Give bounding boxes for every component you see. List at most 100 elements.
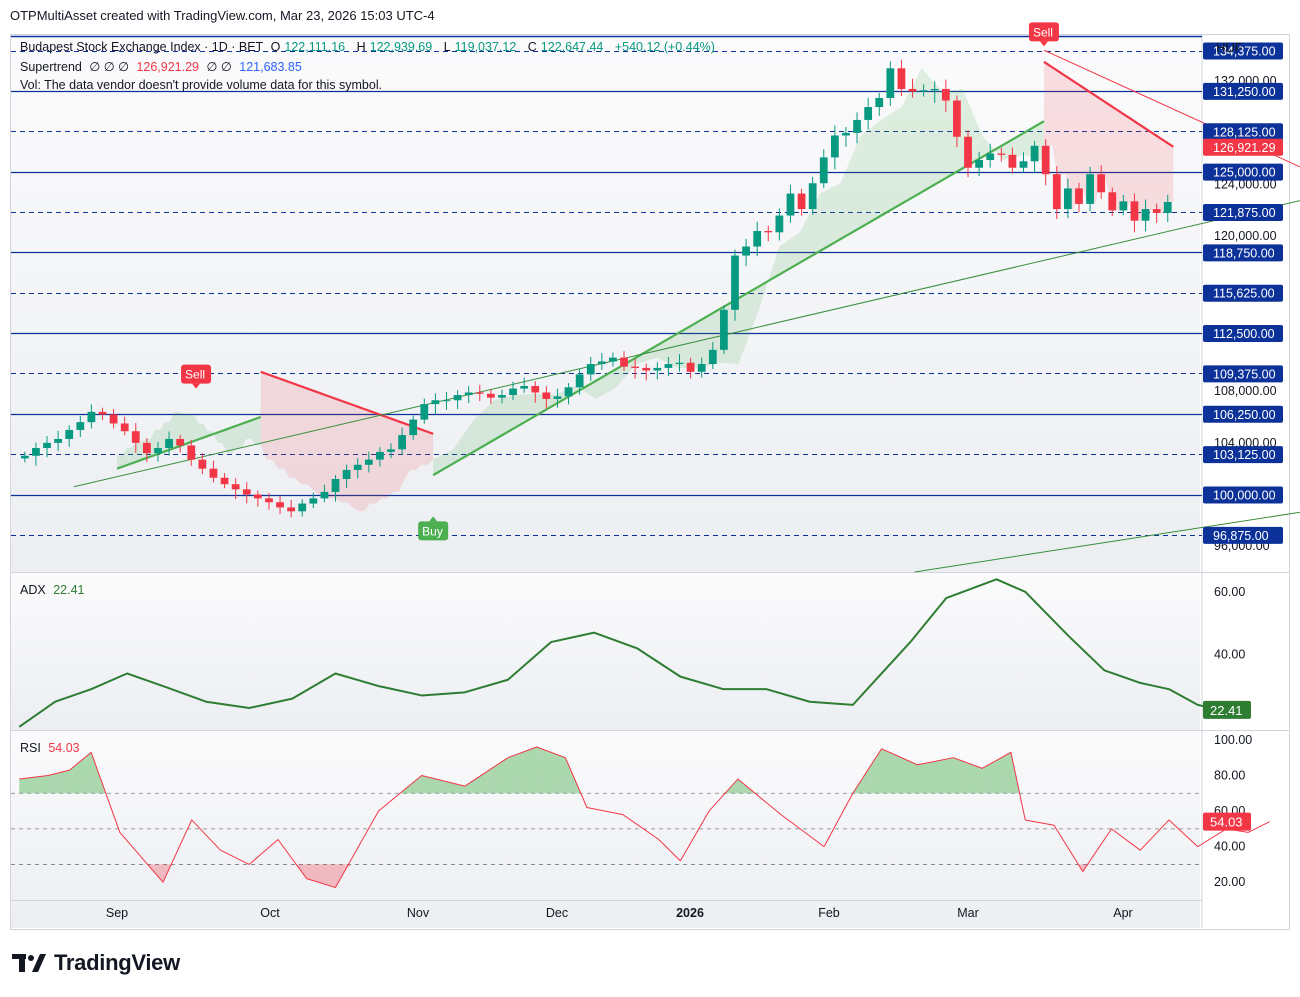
candle-body[interactable] xyxy=(742,246,750,256)
candle-body[interactable] xyxy=(808,183,817,210)
candle-body[interactable] xyxy=(409,419,418,436)
candle-body[interactable] xyxy=(32,448,40,456)
candle-body[interactable] xyxy=(475,392,484,394)
candle-body[interactable] xyxy=(176,438,185,446)
candle-body[interactable] xyxy=(919,90,928,92)
candle-body[interactable] xyxy=(76,422,85,430)
level-price-tag[interactable] xyxy=(1203,405,1283,423)
level-price-tag[interactable] xyxy=(1203,526,1283,544)
adx-label[interactable]: ADX xyxy=(20,583,46,597)
candle-body[interactable] xyxy=(231,484,240,490)
support-trendline[interactable] xyxy=(73,200,1300,488)
candle-body[interactable] xyxy=(342,469,351,480)
candle-body[interactable] xyxy=(697,364,706,372)
candle-body[interactable] xyxy=(819,157,828,184)
candle-body[interactable] xyxy=(387,449,395,452)
candle-body[interactable] xyxy=(908,88,917,92)
candle-body[interactable] xyxy=(54,438,62,443)
candle-body[interactable] xyxy=(620,357,628,367)
candle-body[interactable] xyxy=(575,374,584,388)
candle-body[interactable] xyxy=(1141,209,1150,221)
candle-body[interactable] xyxy=(864,107,873,120)
candle-body[interactable] xyxy=(597,361,606,365)
candle-body[interactable] xyxy=(364,459,373,465)
candle-body[interactable] xyxy=(531,386,540,393)
candle-body[interactable] xyxy=(775,215,784,233)
candle-body[interactable] xyxy=(198,459,207,469)
candle-body[interactable] xyxy=(242,489,251,495)
candle-body[interactable] xyxy=(131,431,140,443)
sell-signal-badge[interactable] xyxy=(1028,22,1059,42)
level-price-tag[interactable] xyxy=(1203,82,1283,100)
candle-body[interactable] xyxy=(930,88,939,91)
candle-body[interactable] xyxy=(1019,161,1028,168)
candle-body[interactable] xyxy=(120,423,129,432)
candle-body[interactable] xyxy=(886,68,895,98)
candle-body[interactable] xyxy=(842,132,850,136)
candle-body[interactable] xyxy=(520,386,529,389)
buy-signal-badge[interactable] xyxy=(418,521,449,541)
level-price-tag[interactable] xyxy=(1203,244,1283,262)
candle-body[interactable] xyxy=(1075,188,1083,204)
candle-body[interactable] xyxy=(142,442,151,454)
candle-body[interactable] xyxy=(65,429,74,439)
rsi-value-tag[interactable] xyxy=(1203,812,1251,831)
candle-body[interactable] xyxy=(87,411,96,423)
candle-body[interactable] xyxy=(376,451,384,460)
level-price-tag[interactable] xyxy=(1203,163,1283,181)
candle-body[interactable] xyxy=(98,411,107,415)
candle-body[interactable] xyxy=(276,502,284,508)
candle-body[interactable] xyxy=(253,494,262,499)
candle-body[interactable] xyxy=(542,392,551,399)
candle-body[interactable] xyxy=(431,400,440,405)
level-price-tag[interactable] xyxy=(1203,123,1283,141)
candle-body[interactable] xyxy=(1119,201,1128,211)
candle-body[interactable] xyxy=(1030,145,1039,162)
candle-body[interactable] xyxy=(320,491,329,499)
candle-body[interactable] xyxy=(686,362,695,372)
candle-body[interactable] xyxy=(941,88,950,101)
candle-body[interactable] xyxy=(853,119,861,133)
level-price-tag[interactable] xyxy=(1203,365,1283,383)
candle-body[interactable] xyxy=(486,393,495,398)
currency-label[interactable]: HUF xyxy=(1216,40,1243,55)
candle-body[interactable] xyxy=(509,388,517,396)
supertrend-label[interactable]: Supertrend xyxy=(20,60,82,74)
candle-body[interactable] xyxy=(109,414,118,424)
candle-body[interactable] xyxy=(265,498,273,503)
candle-body[interactable] xyxy=(209,468,218,478)
resistance-trendline[interactable] xyxy=(1043,49,1300,191)
candle-body[interactable] xyxy=(753,231,762,247)
candle-body[interactable] xyxy=(287,507,296,512)
level-price-tag[interactable] xyxy=(1203,325,1283,343)
candle-body[interactable] xyxy=(609,357,617,362)
candle-body[interactable] xyxy=(975,159,983,168)
candle-body[interactable] xyxy=(1130,201,1139,221)
candle-body[interactable] xyxy=(1108,192,1117,211)
candle-body[interactable] xyxy=(631,366,640,368)
candle-body[interactable] xyxy=(720,309,728,350)
candle-body[interactable] xyxy=(1041,145,1050,175)
candle-body[interactable] xyxy=(1064,188,1072,210)
candle-body[interactable] xyxy=(464,392,473,396)
candle-body[interactable] xyxy=(953,100,961,137)
supertrend-price-tag[interactable] xyxy=(1203,138,1283,156)
candle-body[interactable] xyxy=(997,153,1006,155)
level-price-tag[interactable] xyxy=(1203,284,1283,302)
candle-body[interactable] xyxy=(187,445,196,460)
candle-body[interactable] xyxy=(43,442,51,449)
rsi-line[interactable] xyxy=(19,746,1270,889)
candle-body[interactable] xyxy=(20,455,29,459)
level-price-tag[interactable] xyxy=(1203,486,1283,504)
candle-body[interactable] xyxy=(797,193,806,210)
support-trendline[interactable] xyxy=(914,507,1300,573)
candle-body[interactable] xyxy=(1052,174,1061,210)
level-price-tag[interactable] xyxy=(1203,203,1283,221)
candle-body[interactable] xyxy=(1086,174,1094,204)
candle-body[interactable] xyxy=(298,503,307,512)
candle-body[interactable] xyxy=(309,498,318,504)
level-price-tag[interactable] xyxy=(1203,42,1283,60)
level-price-tag[interactable] xyxy=(1203,446,1283,464)
candle-body[interactable] xyxy=(1008,154,1017,168)
